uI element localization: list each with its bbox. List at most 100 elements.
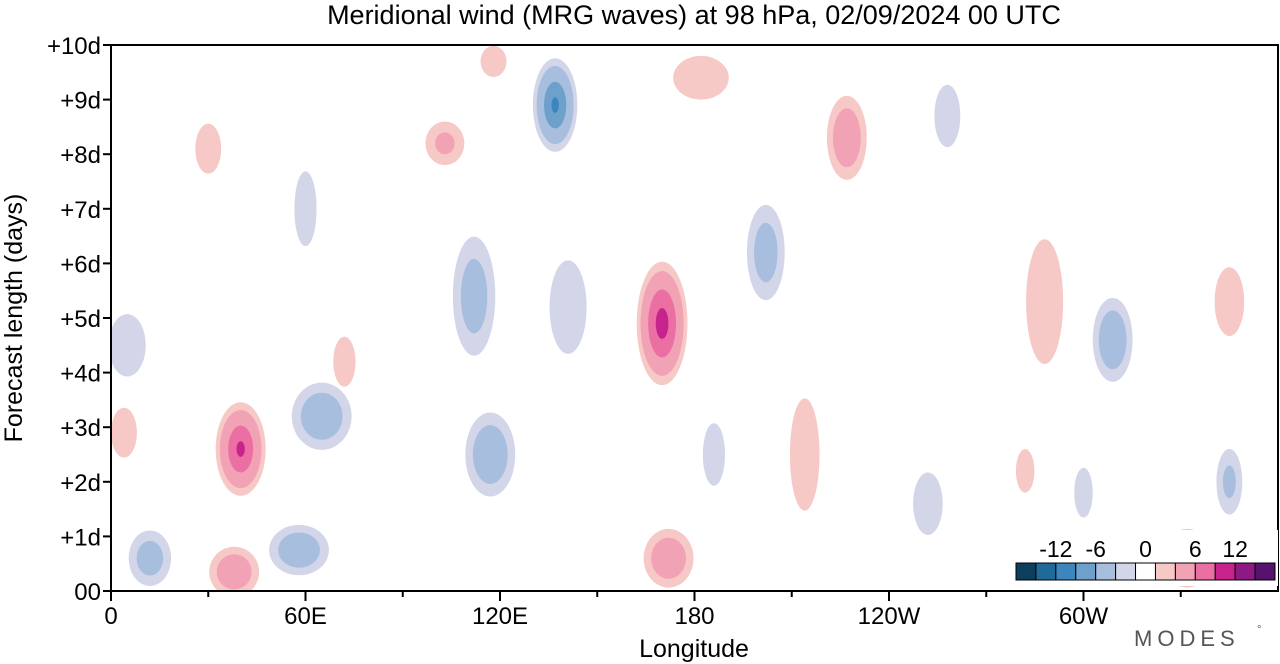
contour-feature [1015, 449, 1035, 493]
contour-band [702, 423, 726, 486]
y-tick-label: +8d [60, 142, 101, 169]
contour-band [673, 55, 729, 100]
contour-band [278, 532, 320, 568]
colorbar-label: -6 [1085, 536, 1105, 562]
contour-band [435, 132, 455, 155]
contour-feature [425, 121, 465, 166]
y-axis-label: Forecast length (days) [0, 194, 28, 443]
colorbar-swatch [1015, 562, 1037, 581]
colorbar-swatch [1035, 562, 1057, 581]
contour-feature [333, 336, 356, 387]
contour-feature [294, 171, 317, 247]
contour-feature [702, 423, 726, 486]
colorbar-swatch [1115, 562, 1137, 581]
contour-feature [128, 530, 172, 587]
contour-feature [549, 260, 587, 354]
colorbar-label: 6 [1189, 536, 1202, 562]
contour-feature [111, 407, 137, 458]
x-axis: 0 60E 120E 180 120W 60W [104, 591, 1182, 630]
contour-feature [1092, 297, 1133, 382]
contour-feature [1216, 449, 1243, 515]
contour-band [480, 45, 507, 77]
contour-band [333, 336, 356, 387]
contour-band [300, 392, 343, 440]
contour-band [1015, 449, 1035, 493]
contour-band [551, 97, 559, 113]
contour-band [111, 407, 137, 458]
y-tick-label: +1d [60, 524, 101, 551]
contour-feature [480, 45, 507, 77]
contour-band [651, 537, 687, 579]
contour-feature [195, 123, 222, 174]
contour-band [195, 123, 222, 174]
contour-feature [636, 261, 688, 386]
x-tick-label: 0 [104, 603, 117, 630]
contour-feature [643, 528, 694, 588]
colorbar-swatch [1174, 562, 1196, 581]
contour-feature [826, 95, 867, 180]
contour-feature [673, 55, 729, 100]
x-tick-label: 60E [284, 603, 327, 630]
x-axis-label: Longitude [639, 635, 749, 663]
contour-feature [1026, 239, 1064, 365]
contour-band [1074, 467, 1093, 518]
y-tick-label: +3d [60, 415, 101, 442]
x-tick-label: 60W [1059, 603, 1109, 630]
contour-feature [291, 382, 352, 450]
contour-feature [913, 472, 943, 535]
y-tick-label: +9d [60, 88, 101, 115]
contour-feature [209, 546, 260, 591]
y-tick-label: +10d [47, 33, 101, 60]
contour-feature [452, 236, 496, 356]
contour-feature [465, 412, 516, 497]
x-tick-label: 180 [674, 603, 714, 630]
colorbar-swatch [1254, 562, 1276, 581]
contour-band [913, 472, 943, 535]
contour-band [1098, 310, 1127, 370]
y-tick-label: +7d [60, 197, 101, 224]
contour-band [655, 308, 669, 339]
contour-feature [746, 204, 785, 301]
colorbar-swatch [1075, 562, 1097, 581]
contour-band [934, 84, 961, 148]
contour-feature [934, 84, 961, 148]
contour-feature [1074, 467, 1093, 518]
contour-band [789, 398, 820, 511]
colorbar-swatch [1055, 562, 1077, 581]
registered-mark: ° [1257, 624, 1261, 636]
contour-band [472, 425, 508, 484]
contour-feature [215, 402, 266, 496]
modes-logo: MODES [1134, 626, 1240, 651]
contour-band [111, 314, 146, 377]
contour-band [1214, 267, 1245, 336]
y-tick-label: 00 [74, 579, 101, 606]
colorbar-swatch [1214, 562, 1236, 581]
contour-band [1222, 465, 1236, 499]
colorbar-label: 0 [1139, 536, 1152, 562]
y-tick-label: +5d [60, 306, 101, 333]
y-tick-label: +4d [60, 361, 101, 388]
contour-band [136, 540, 164, 576]
colorbar-swatch [1135, 562, 1156, 581]
y-axis: 00 +1d +2d +3d +4d +5d +6d +7d +8d +9d +10d [47, 33, 111, 606]
contour-band [236, 441, 245, 457]
contour-band [754, 222, 778, 283]
contour-feature [269, 524, 329, 576]
contour-band [1026, 239, 1064, 365]
contour-band [216, 554, 252, 590]
colorbar-swatch [1194, 562, 1216, 581]
x-tick-label: 120E [472, 603, 528, 630]
contour-feature [532, 58, 578, 152]
colorbar-swatch [1095, 562, 1117, 581]
colorbar-label: 12 [1222, 536, 1248, 562]
contour-feature [789, 398, 820, 511]
colorbar-legend: -12 -6 0 6 12 [1012, 530, 1278, 586]
contour-field [111, 45, 1245, 591]
contour-feature [111, 314, 146, 377]
contour-feature [1214, 267, 1245, 336]
contour-band [294, 171, 317, 247]
y-tick-label: +6d [60, 251, 101, 278]
contour-band [832, 108, 861, 168]
contour-band [549, 260, 587, 354]
